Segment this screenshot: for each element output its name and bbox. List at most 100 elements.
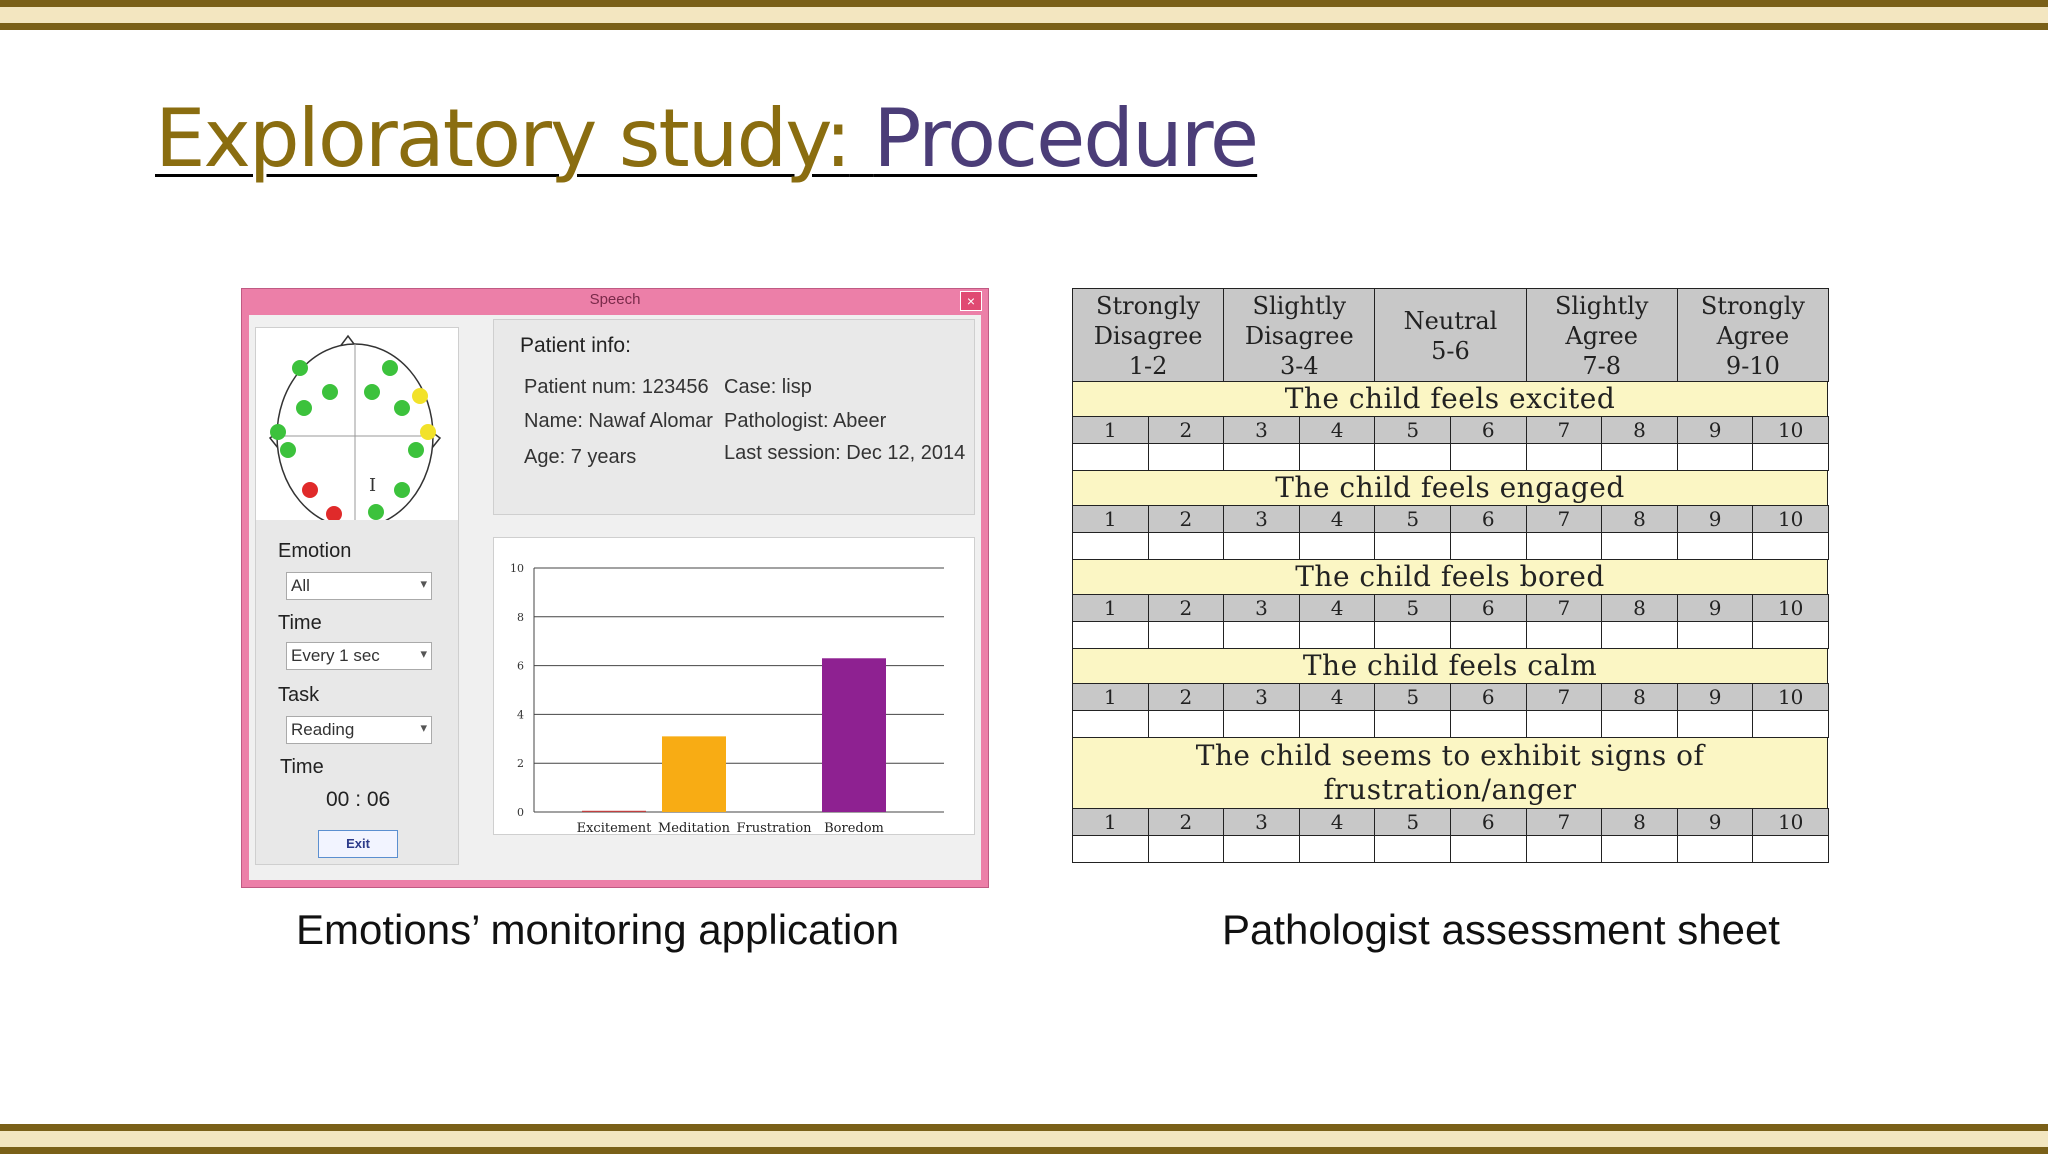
head-diagram-icon: I — [268, 334, 442, 529]
rating-number: 5 — [1374, 683, 1451, 711]
rating-number: 3 — [1223, 683, 1300, 711]
electrode-yellow-icon — [420, 424, 436, 440]
rating-checkbox[interactable] — [1450, 443, 1527, 471]
rating-checkbox[interactable] — [1298, 443, 1376, 471]
scale-header-line: 9-10 — [1725, 352, 1780, 380]
rating-checkbox[interactable] — [1525, 443, 1603, 471]
scale-header: Strongly Agree 9-10 — [1676, 288, 1829, 382]
rating-number: 1 — [1072, 594, 1149, 622]
time-label: Time — [278, 612, 322, 634]
scale-header-line: Slightly — [1252, 292, 1347, 320]
rating-checkbox[interactable] — [1223, 532, 1300, 560]
rating-checkbox[interactable] — [1525, 710, 1603, 738]
rating-number: 5 — [1374, 594, 1451, 622]
rating-checkbox[interactable] — [1601, 621, 1678, 649]
time-interval-select[interactable]: Every 1 sec ▾ — [286, 642, 432, 670]
rating-checkbox[interactable] — [1676, 443, 1754, 471]
rating-checkbox[interactable] — [1525, 532, 1603, 560]
scale-header-line: 1-2 — [1128, 352, 1168, 380]
question-row: The child seems to exhibit signs of frust… — [1072, 737, 1828, 809]
y-tick-label: 6 — [517, 660, 524, 673]
y-tick-label: 8 — [517, 611, 524, 624]
rating-checkbox[interactable] — [1450, 835, 1527, 863]
close-icon[interactable]: × — [960, 291, 982, 311]
rating-checkbox[interactable] — [1676, 710, 1754, 738]
rating-checkbox[interactable] — [1374, 835, 1451, 863]
rating-checkbox[interactable] — [1072, 532, 1149, 560]
rating-checkbox[interactable] — [1374, 710, 1451, 738]
rating-checkbox[interactable] — [1072, 710, 1149, 738]
rating-number: 9 — [1676, 594, 1754, 622]
scale-header-line: 3-4 — [1279, 352, 1319, 380]
scale-header-line: 7-8 — [1582, 352, 1622, 380]
rating-checkbox[interactable] — [1601, 835, 1678, 863]
electrode-green-icon — [296, 400, 312, 416]
rating-number: 9 — [1676, 505, 1754, 533]
x-tick-label: Frustration — [736, 821, 812, 834]
bar-excitement — [582, 810, 646, 812]
rating-checkbox[interactable] — [1072, 443, 1149, 471]
rating-number: 6 — [1450, 683, 1527, 711]
rating-checkbox[interactable] — [1298, 532, 1376, 560]
exit-button[interactable]: Exit — [318, 830, 398, 858]
rating-checkbox[interactable] — [1752, 835, 1829, 863]
rating-checkbox[interactable] — [1601, 710, 1678, 738]
rating-checkbox[interactable] — [1072, 621, 1149, 649]
window-titlebar[interactable]: Speech × — [242, 289, 988, 313]
rating-checkbox[interactable] — [1450, 532, 1527, 560]
emotion-chart-panel: 0 2 4 6 8 10 Excitement Meditation Frustration Bo… — [493, 537, 975, 836]
rating-checkbox[interactable] — [1676, 621, 1754, 649]
electrode-red-icon — [302, 482, 318, 498]
scale-header-line: Strongly — [1096, 292, 1201, 320]
rating-checkbox[interactable] — [1223, 835, 1300, 863]
rating-checkbox[interactable] — [1752, 532, 1829, 560]
rating-checkbox[interactable] — [1676, 532, 1754, 560]
rating-checkbox[interactable] — [1601, 443, 1678, 471]
rating-number: 7 — [1525, 683, 1603, 711]
rating-checkbox[interactable] — [1147, 710, 1225, 738]
scale-header-line: Disagree — [1244, 322, 1354, 350]
rating-checkbox[interactable] — [1223, 443, 1300, 471]
rating-checkbox[interactable] — [1374, 443, 1451, 471]
rating-checkbox[interactable] — [1601, 532, 1678, 560]
rating-checkbox[interactable] — [1450, 710, 1527, 738]
electrode-green-icon — [368, 504, 384, 520]
rating-checkbox[interactable] — [1223, 710, 1300, 738]
emotion-select[interactable]: All ▾ — [286, 572, 432, 600]
rating-checkbox[interactable] — [1374, 532, 1451, 560]
chevron-down-icon: ▾ — [420, 720, 427, 735]
rating-checkbox[interactable] — [1147, 621, 1225, 649]
rating-checkbox[interactable] — [1525, 835, 1603, 863]
bar-boredom — [822, 658, 886, 812]
rating-checkbox[interactable] — [1298, 621, 1376, 649]
rating-checkbox[interactable] — [1752, 621, 1829, 649]
rating-number: 7 — [1525, 808, 1603, 836]
rating-checkbox[interactable] — [1525, 621, 1603, 649]
caption-monitoring-app: Emotions’ monitoring application — [296, 906, 900, 953]
rating-checkbox[interactable] — [1223, 621, 1300, 649]
rating-number: 5 — [1374, 808, 1451, 836]
bar-meditation — [662, 736, 726, 812]
rating-checkbox[interactable] — [1676, 835, 1754, 863]
rating-checkbox[interactable] — [1298, 710, 1376, 738]
rating-checkbox[interactable] — [1298, 835, 1376, 863]
bottom-border-bar — [0, 1124, 2048, 1154]
rating-checkbox[interactable] — [1072, 835, 1149, 863]
rating-checkbox[interactable] — [1450, 621, 1527, 649]
caption-assessment-sheet: Pathologist assessment sheet — [1222, 906, 1780, 953]
rating-checkbox[interactable] — [1752, 710, 1829, 738]
rating-checkbox[interactable] — [1752, 443, 1829, 471]
rating-number: 5 — [1374, 416, 1451, 444]
emotion-monitor-window: Speech × I Emotion All ▾ Time Every 1 sec… — [241, 288, 989, 888]
scale-header-line: Agree — [1716, 322, 1790, 350]
task-label: Task — [278, 684, 320, 706]
rating-checkbox[interactable] — [1147, 532, 1225, 560]
patient-number: Patient num: 123456 — [524, 376, 709, 398]
slide-title: Exploratory study: Procedure — [155, 92, 1259, 185]
patient-last-session: Last session: Dec 12, 2014 — [724, 442, 966, 464]
rating-checkbox[interactable] — [1147, 835, 1225, 863]
task-select[interactable]: Reading ▾ — [286, 716, 432, 744]
rating-checkbox[interactable] — [1147, 443, 1225, 471]
patient-pathologist: Pathologist: Abeer — [724, 410, 887, 432]
rating-checkbox[interactable] — [1374, 621, 1451, 649]
